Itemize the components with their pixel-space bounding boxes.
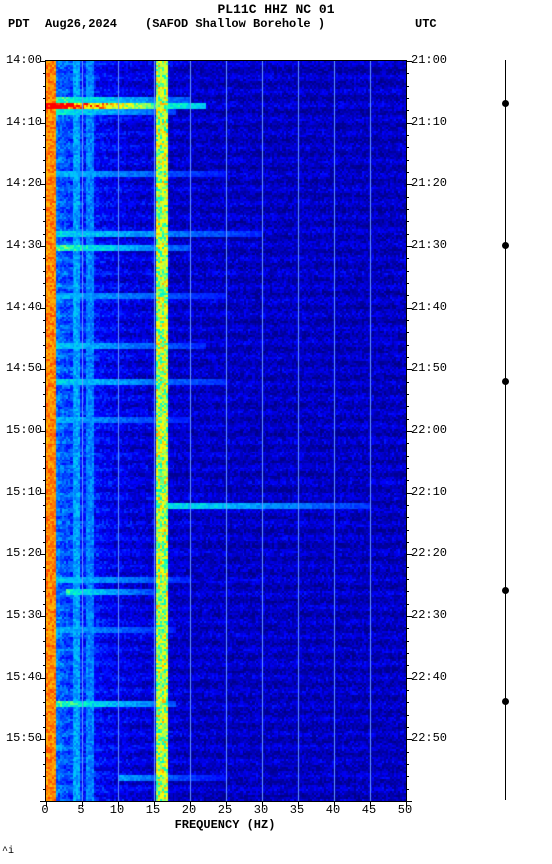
x-tick-label: 40 [326,803,340,817]
y-tick-label: 22:50 [411,731,447,745]
date-label: Aug26,2024 [45,17,117,31]
x-tick-label: 30 [254,803,268,817]
tz-left-label: PDT [8,17,30,31]
y-tick-label: 15:10 [6,485,42,499]
x-tick-label: 20 [182,803,196,817]
tz-right-label: UTC [415,17,437,31]
y-tick-label: 21:40 [411,300,447,314]
x-tick-label: 0 [41,803,48,817]
x-axis-title: FREQUENCY (HZ) [45,818,405,832]
y-axis-left: 14:0014:1014:2014:3014:4014:5015:0015:10… [0,60,44,800]
y-tick-label: 15:20 [6,546,42,560]
y-tick-label: 15:00 [6,423,42,437]
aux-event-dot [502,242,509,249]
spectrogram-plot [45,60,407,802]
station-label: (SAFOD Shallow Borehole ) [145,17,325,31]
x-tick-label: 25 [218,803,232,817]
x-tick-label: 50 [398,803,412,817]
x-tick-label: 45 [362,803,376,817]
aux-event-bar [505,60,506,800]
y-tick-label: 21:10 [411,115,447,129]
y-tick-label: 15:50 [6,731,42,745]
y-tick-label: 15:30 [6,608,42,622]
footnote: ^i [2,846,14,857]
y-tick-label: 22:30 [411,608,447,622]
y-tick-label: 21:30 [411,238,447,252]
y-tick-label: 14:10 [6,115,42,129]
chart-title: PL11C HHZ NC 01 [0,2,552,17]
y-tick-label: 21:50 [411,361,447,375]
y-tick-label: 22:40 [411,670,447,684]
y-tick-label: 21:20 [411,176,447,190]
aux-event-dot [502,378,509,385]
x-tick-label: 35 [290,803,304,817]
aux-event-dot [502,698,509,705]
y-tick-label: 15:40 [6,670,42,684]
y-tick-label: 21:00 [411,53,447,67]
x-tick-label: 5 [77,803,84,817]
y-tick-label: 14:40 [6,300,42,314]
y-tick-label: 14:00 [6,53,42,67]
y-tick-label: 14:50 [6,361,42,375]
x-tick-label: 15 [146,803,160,817]
spectrogram-canvas [46,61,406,801]
aux-event-dot [502,587,509,594]
x-tick-label: 10 [110,803,124,817]
y-tick-label: 14:20 [6,176,42,190]
y-tick-label: 22:10 [411,485,447,499]
y-axis-right: 21:0021:1021:2021:3021:4021:5022:0022:10… [409,60,453,800]
x-axis-labels: 05101520253035404550 [45,803,405,817]
y-tick-label: 14:30 [6,238,42,252]
y-tick-label: 22:20 [411,546,447,560]
y-tick-label: 22:00 [411,423,447,437]
aux-event-dot [502,100,509,107]
